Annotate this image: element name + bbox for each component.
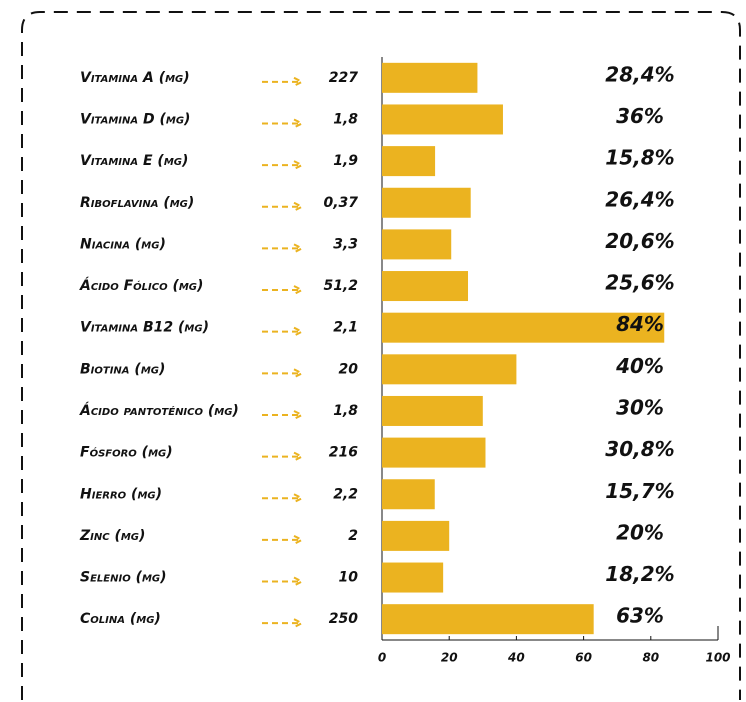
value-label: 20%: [616, 520, 664, 544]
category-label: Selenio (µg): [80, 570, 167, 586]
category-label: Ácido pantoténico (mg): [79, 402, 239, 419]
value-label: 15,7%: [605, 479, 674, 503]
arrow: [262, 576, 305, 587]
arrow: [262, 76, 305, 87]
arrow: [262, 493, 305, 504]
bar: [382, 354, 517, 385]
bar: [382, 62, 478, 93]
amount-label: 2,2: [333, 486, 358, 502]
amount-label: 2,1: [333, 320, 358, 336]
value-label: 15,8%: [605, 146, 674, 170]
amount-label: 51,2: [323, 278, 358, 294]
arrow: [262, 618, 305, 629]
amount-label: 0,37: [323, 195, 358, 211]
amount-label: 250: [329, 611, 358, 627]
value-label: 20,6%: [605, 229, 674, 253]
amount-label: 2: [348, 528, 358, 544]
category-label: Colina (mg): [80, 611, 161, 627]
arrow: [262, 201, 305, 212]
category-label: Fósforo (mg): [80, 445, 173, 461]
amount-label: 1,8: [333, 403, 358, 419]
bar: [382, 104, 503, 135]
arrow: [262, 118, 305, 129]
category-label: Vitamina B12 (µg): [80, 320, 209, 336]
arrow: [262, 410, 305, 420]
x-tick-label: 40: [507, 651, 525, 665]
amount-label: 1,9: [333, 153, 358, 169]
amount-label: 10: [339, 570, 359, 586]
bar: [382, 479, 435, 510]
x-tick-label: 0: [378, 651, 386, 665]
x-tick-label: 60: [575, 651, 592, 665]
bar: [382, 604, 594, 635]
value-label: 40%: [615, 354, 664, 378]
arrow: [262, 326, 305, 337]
dashed-border: [21, 11, 741, 700]
value-label: 28,4%: [605, 62, 674, 86]
value-label: 18,2%: [605, 562, 674, 586]
category-label: Vitamina A (µg): [80, 70, 190, 86]
value-label: 30,8%: [605, 437, 674, 461]
bar: [382, 437, 486, 468]
arrow: [262, 368, 305, 379]
amount-label: 20: [339, 361, 359, 377]
category-label: Vitamina D (µg): [80, 111, 190, 127]
arrow: [262, 451, 305, 462]
value-label: 36%: [616, 104, 664, 128]
bar: [382, 520, 450, 551]
value-label: 30%: [616, 395, 664, 419]
category-label: Niacina (mg): [80, 236, 166, 252]
value-label: 26,4%: [605, 187, 674, 211]
x-tick-label: 80: [642, 651, 659, 665]
arrow: [262, 534, 305, 545]
category-label: Riboflavina (mg): [80, 195, 194, 211]
bar: [382, 146, 436, 177]
value-label: 25,6%: [605, 271, 674, 295]
category-label: Ácido Fólico (µg): [79, 277, 203, 294]
bar: [382, 229, 452, 260]
bar: [382, 562, 444, 593]
value-label: 84%: [616, 312, 664, 336]
category-label: Vitamina E (mg): [80, 153, 188, 169]
arrow: [262, 285, 305, 295]
x-tick-label: 100: [705, 651, 730, 665]
category-label: Hierro (mg): [80, 486, 162, 502]
category-label: Biotina (µg): [80, 361, 165, 377]
bar: [382, 312, 665, 343]
bar: [382, 395, 483, 426]
amount-label: 227: [329, 70, 358, 86]
x-tick-label: 20: [441, 651, 458, 665]
amount-label: 1,8: [333, 111, 358, 127]
value-label: 63%: [616, 604, 664, 628]
bar: [382, 271, 469, 302]
arrow: [262, 160, 305, 171]
arrow: [262, 243, 305, 254]
bar: [382, 187, 471, 218]
category-label: Zinc (mg): [79, 528, 145, 544]
amount-label: 216: [329, 445, 358, 461]
amount-label: 3,3: [333, 236, 358, 252]
